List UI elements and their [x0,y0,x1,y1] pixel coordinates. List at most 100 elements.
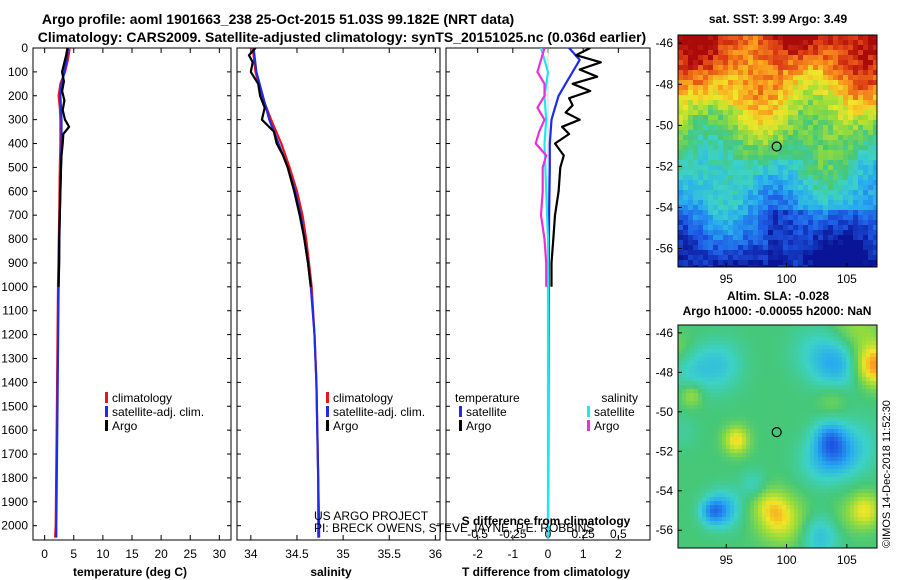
map-cell [738,90,743,95]
map-cell [754,369,758,373]
map-cell [870,465,874,469]
map-cell [802,541,806,545]
map-cell [798,433,802,437]
map-cell [718,429,722,433]
map-cell [846,409,850,413]
map-cell [690,525,694,529]
map-cell [838,521,842,525]
map-cell [682,477,686,481]
map-cell [763,240,768,245]
map-cell [738,493,742,497]
map-cell [810,529,814,533]
map-cell [814,437,818,441]
map-cell [688,225,693,230]
map-cell [773,125,778,130]
map-cell [734,545,738,548]
map-cell [790,489,794,493]
map-cell [818,453,822,457]
map-cell [683,40,688,45]
map-cell [722,337,726,341]
map-cell [678,425,682,429]
map-cell [748,250,753,255]
map-cell [742,501,746,505]
map-cell [713,40,718,45]
map-cell [714,513,718,517]
map-cell [768,40,773,45]
map-cell [858,373,862,377]
map-cell [870,509,874,513]
map-cell [750,357,754,361]
map-cell [686,345,690,349]
map-cell [678,145,683,150]
map-cell [738,245,743,250]
map-cell [790,397,794,401]
map-cell [850,417,854,421]
map-cell [873,155,877,160]
map-cell [868,145,873,150]
map-cell [758,105,763,110]
map-cell [754,393,758,397]
map-cell [730,493,734,497]
map-cell [766,385,770,389]
map-cell [870,545,874,548]
map-cell [854,441,858,445]
depth-axis: 0100200300400500600700800900100011001200… [1,41,650,533]
map-cell [873,75,877,80]
map-cell [694,325,698,329]
map-cell [738,130,743,135]
map-cell [734,529,738,533]
map-cell [814,505,818,509]
map-cell [783,165,788,170]
map-cell [798,235,803,240]
map-cell [758,260,763,265]
map-cell [863,85,868,90]
map-cell [786,401,790,405]
map-cell [678,457,682,461]
map-cell [798,541,802,545]
map-cell [678,497,682,501]
map-cell [833,65,838,70]
map-cell [798,70,803,75]
map-cell [873,175,877,180]
map-cell [733,230,738,235]
map-cell [786,397,790,401]
map-cell [826,425,830,429]
map-cell [806,441,810,445]
map-cell [678,377,682,381]
map-cell [822,365,826,369]
map-cell [688,155,693,160]
map-cell [826,381,830,385]
salinity-x-axis: 34 34.5 35 35.5 36 [244,48,442,561]
map-cell [790,417,794,421]
map-cell [834,377,838,381]
map-cell [690,477,694,481]
map-cell [803,140,808,145]
map-cell [738,489,742,493]
map-cell [758,345,762,349]
map-cell [843,175,848,180]
map-cell [686,461,690,465]
map-cell [873,55,877,60]
map-cell [822,469,826,473]
map-cell [874,509,877,513]
map-cell [694,465,698,469]
map-cell [710,489,714,493]
map-cell [788,170,793,175]
map-cell [810,445,814,449]
map-cell [698,150,703,155]
map-cell [718,361,722,365]
map-cell [854,329,858,333]
map-cell [753,85,758,90]
map-cell [874,501,877,505]
map-cell [726,329,730,333]
map-cell [722,325,726,329]
map-cell [874,361,877,365]
map-cell [738,190,743,195]
map-cell [806,517,810,521]
map-cell [688,120,693,125]
map-cell [773,180,778,185]
map-cell [788,90,793,95]
map-cell [813,145,818,150]
map-cell [842,401,846,405]
map-cell [694,501,698,505]
